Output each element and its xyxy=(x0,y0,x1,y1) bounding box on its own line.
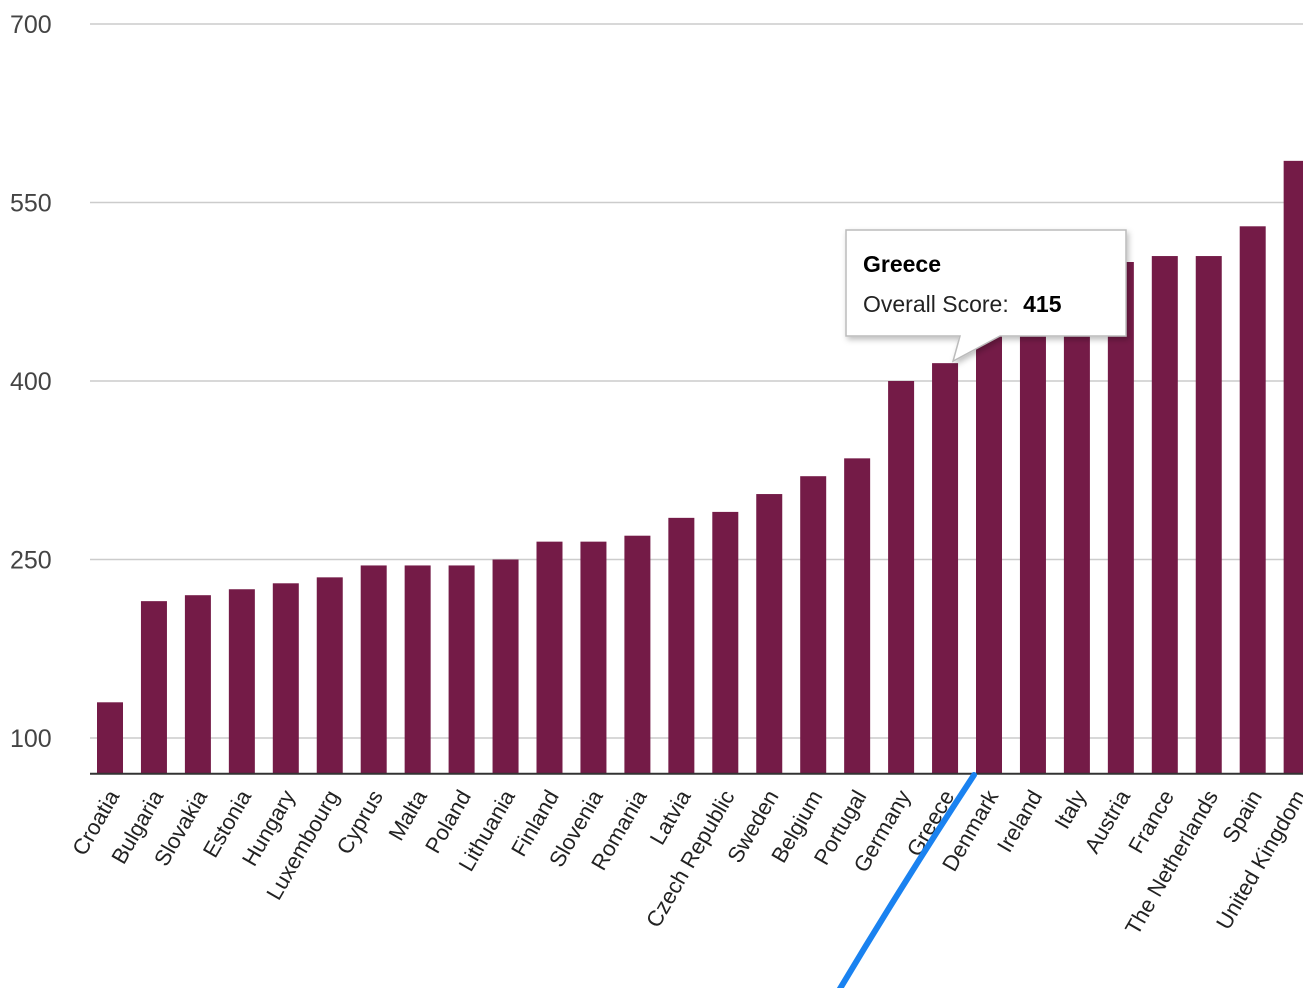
bar[interactable] xyxy=(976,333,1002,774)
bar[interactable] xyxy=(228,589,255,774)
bar[interactable] xyxy=(1151,256,1178,774)
bar[interactable] xyxy=(1239,226,1266,774)
tooltip-line: Overall Score: 415 xyxy=(863,291,1062,317)
bar[interactable] xyxy=(140,601,167,774)
bars xyxy=(97,160,1303,774)
tooltip-title: Greece xyxy=(863,251,941,277)
x-tick-label: Czech Republic xyxy=(641,786,740,932)
x-axis-ticks: CroatiaBulgariaSlovakiaEstoniaHungaryLux… xyxy=(67,785,1303,939)
bar[interactable] xyxy=(800,476,827,774)
bar[interactable] xyxy=(97,702,123,774)
bar[interactable] xyxy=(712,511,739,774)
bar[interactable] xyxy=(844,458,871,774)
y-tick-label: 400 xyxy=(10,368,52,396)
y-axis-ticks: 100 250 400 550 700 xyxy=(10,11,52,753)
bar[interactable] xyxy=(1195,256,1222,774)
annotation-line xyxy=(836,772,977,988)
bar[interactable] xyxy=(1107,262,1134,774)
bar[interactable] xyxy=(932,363,959,774)
bar[interactable] xyxy=(536,541,563,774)
y-tick-label: 250 xyxy=(10,547,52,575)
bar[interactable] xyxy=(272,583,299,774)
y-tick-label: 700 xyxy=(10,11,52,39)
bar[interactable] xyxy=(668,517,695,774)
tooltip-value: 415 xyxy=(1023,291,1062,317)
bar[interactable] xyxy=(1063,297,1090,774)
bar[interactable] xyxy=(184,595,211,774)
bar[interactable] xyxy=(624,535,651,774)
bar[interactable] xyxy=(1019,321,1046,774)
tooltip-label: Overall Score: xyxy=(863,291,1009,317)
bar[interactable] xyxy=(888,381,915,774)
bar[interactable] xyxy=(316,577,343,774)
bar[interactable] xyxy=(1283,160,1303,774)
gridlines xyxy=(90,23,1303,739)
bar[interactable] xyxy=(404,565,431,774)
tooltip-box xyxy=(845,229,1127,363)
tooltip: Greece Overall Score: 415 xyxy=(845,229,1127,363)
bar[interactable] xyxy=(360,565,387,774)
y-tick-label: 100 xyxy=(10,725,52,753)
x-tick-label: Italy xyxy=(1049,786,1091,833)
y-tick-label: 550 xyxy=(10,190,52,218)
bar[interactable] xyxy=(448,565,475,774)
bar[interactable] xyxy=(580,541,607,774)
x-tick-label: Ireland xyxy=(992,786,1047,857)
bar[interactable] xyxy=(756,494,783,774)
bar[interactable] xyxy=(492,559,519,774)
